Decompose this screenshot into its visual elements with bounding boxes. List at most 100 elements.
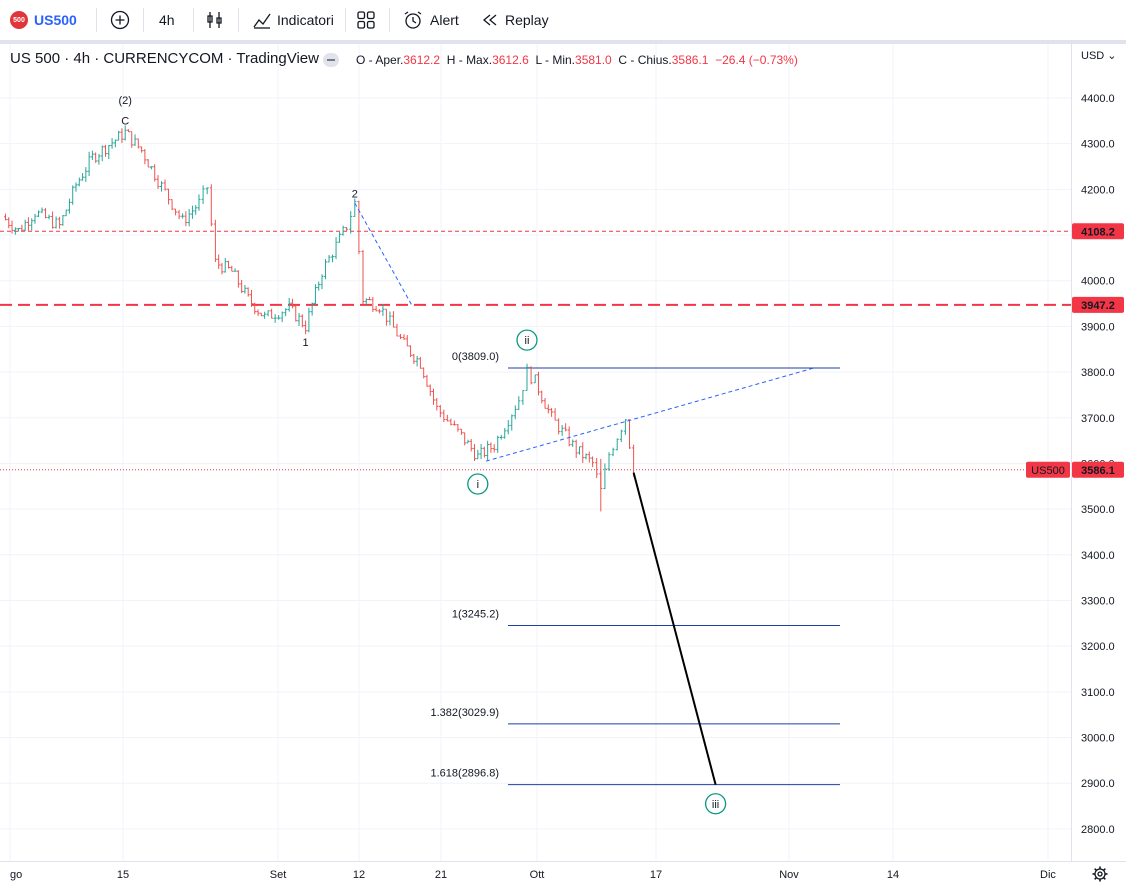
last-price-label: 3586.1 <box>1081 465 1115 477</box>
close-label: C - Chius. <box>618 53 672 67</box>
x-tick-label: 12 <box>353 869 365 881</box>
low-value: 3581.0 <box>575 53 612 67</box>
trend-line[interactable] <box>485 367 815 462</box>
x-tick-label: Dic <box>1040 869 1056 881</box>
wave-label-circle <box>704 793 727 815</box>
symbol-name: US500 <box>34 12 77 28</box>
toolbar-divider <box>193 8 194 32</box>
add-symbol-button[interactable] <box>110 0 130 40</box>
x-tick-label: Set <box>270 869 287 881</box>
y-tick-label: 3500.0 <box>1081 504 1115 516</box>
price-level-badge <box>1072 296 1124 313</box>
toolbar-divider <box>96 8 97 32</box>
toolbar-divider <box>143 8 144 32</box>
alert-button[interactable]: Alert <box>402 0 459 40</box>
indicators-button[interactable]: Indicatori <box>252 0 334 40</box>
y-tick-label: 4300.0 <box>1081 139 1115 151</box>
fib-level-label: 1.618(2896.8) <box>431 768 500 780</box>
change-value: −26.4 (−0.73%) <box>715 53 798 67</box>
y-tick-label: 2900.0 <box>1081 778 1115 790</box>
y-tick-label: 4000.0 <box>1081 276 1115 288</box>
x-tick-label: 14 <box>887 869 899 881</box>
price-axis[interactable] <box>1071 44 1126 861</box>
open-value: 3612.2 <box>403 53 441 67</box>
wave-label: (2) <box>118 95 131 107</box>
projection-line[interactable] <box>632 472 717 785</box>
gear-tooth <box>1102 876 1106 880</box>
plus-circle-icon <box>110 10 130 30</box>
collapse-legend-button[interactable] <box>323 53 339 67</box>
indicators-icon <box>253 13 271 29</box>
x-tick-label: Nov <box>779 869 799 881</box>
layout-button[interactable] <box>356 0 376 40</box>
low-label: L - Min. <box>535 53 576 67</box>
replay-button[interactable]: Replay <box>481 0 549 40</box>
y-tick-label: 4400.0 <box>1081 93 1115 105</box>
plot-area[interactable] <box>0 44 1071 861</box>
y-tick-label: 3000.0 <box>1081 733 1115 745</box>
symbol-price-label: US500 <box>1031 465 1065 477</box>
chart-title: US 500 · 4h · CURRENCYCOM · TradingView <box>10 50 319 67</box>
symbol-logo-icon: 500 <box>10 11 28 29</box>
currency-selector: USD ⌄ <box>1081 50 1117 62</box>
y-tick-label: 3200.0 <box>1081 641 1115 653</box>
gear-hub <box>1097 871 1103 877</box>
y-tick-label: 3300.0 <box>1081 595 1115 607</box>
y-tick-label: 3100.0 <box>1081 687 1115 699</box>
fib-level-label: 0(3809.0) <box>452 351 499 363</box>
replay-label: Replay <box>505 12 549 28</box>
price-level-label: 4108.2 <box>1081 226 1115 238</box>
trend-line[interactable] <box>354 202 413 307</box>
y-tick-label: 3400.0 <box>1081 550 1115 562</box>
wave-label: i <box>477 479 479 491</box>
gear-ring <box>1094 868 1106 880</box>
x-tick-label: 17 <box>650 869 662 881</box>
top-toolbar: 500 US500 4h Indicatori <box>0 0 1126 44</box>
x-tick-label: Ott <box>530 869 545 881</box>
toolbar-divider <box>389 8 390 32</box>
ohlc-legend: O - Aper.3612.2 H - Max.3612.6 L - Min.3… <box>356 53 798 67</box>
y-tick-label: 3800.0 <box>1081 367 1115 379</box>
y-tick-label: 4200.0 <box>1081 184 1115 196</box>
alarm-clock-icon <box>404 11 422 29</box>
grid-lines <box>0 44 1071 861</box>
gear-tooth <box>1094 868 1098 872</box>
symbol-search-button[interactable]: 500 US500 <box>10 0 77 40</box>
interval-button[interactable]: 4h <box>159 12 175 28</box>
high-label: H - Max. <box>446 53 493 67</box>
last-price-badge <box>1072 461 1124 478</box>
price-level-badge <box>1072 223 1124 240</box>
wave-label: iii <box>712 799 719 811</box>
x-tick-label: 21 <box>435 869 447 881</box>
wave-label-circle <box>516 329 538 351</box>
indicators-label: Indicatori <box>277 12 334 28</box>
y-tick-label: 3900.0 <box>1081 321 1115 333</box>
fib-level-label: 1.382(3029.9) <box>431 707 500 719</box>
grid-layout-icon <box>357 11 375 29</box>
y-tick-label: 3700.0 <box>1081 413 1115 425</box>
toolbar-divider <box>345 8 346 32</box>
high-value: 3612.6 <box>492 53 529 67</box>
gear-tooth <box>1102 868 1106 872</box>
settings-gear-icon[interactable] <box>1092 866 1108 882</box>
close-value: 3586.1 <box>671 53 709 67</box>
wave-label: ii <box>525 335 530 347</box>
wave-label: 1 <box>303 337 309 349</box>
toolbar-divider <box>238 8 239 32</box>
wave-label: 2 <box>352 189 358 201</box>
candles-compare-icon <box>207 12 222 28</box>
candles <box>3 125 636 512</box>
x-tick-label: go <box>10 869 22 881</box>
alert-label: Alert <box>430 12 459 28</box>
wave-label: C <box>121 116 129 128</box>
y-tick-label: 2800.0 <box>1081 824 1115 836</box>
fib-level-label: 1(3245.2) <box>452 609 499 621</box>
price-level-label: 3947.2 <box>1081 300 1115 312</box>
rewind-icon <box>482 14 497 26</box>
gear-tooth <box>1094 876 1098 880</box>
chart-type-button[interactable] <box>205 0 225 40</box>
open-label: O - Aper. <box>356 53 404 67</box>
symbol-price-badge <box>1026 461 1070 478</box>
wave-label-circle <box>467 473 489 495</box>
